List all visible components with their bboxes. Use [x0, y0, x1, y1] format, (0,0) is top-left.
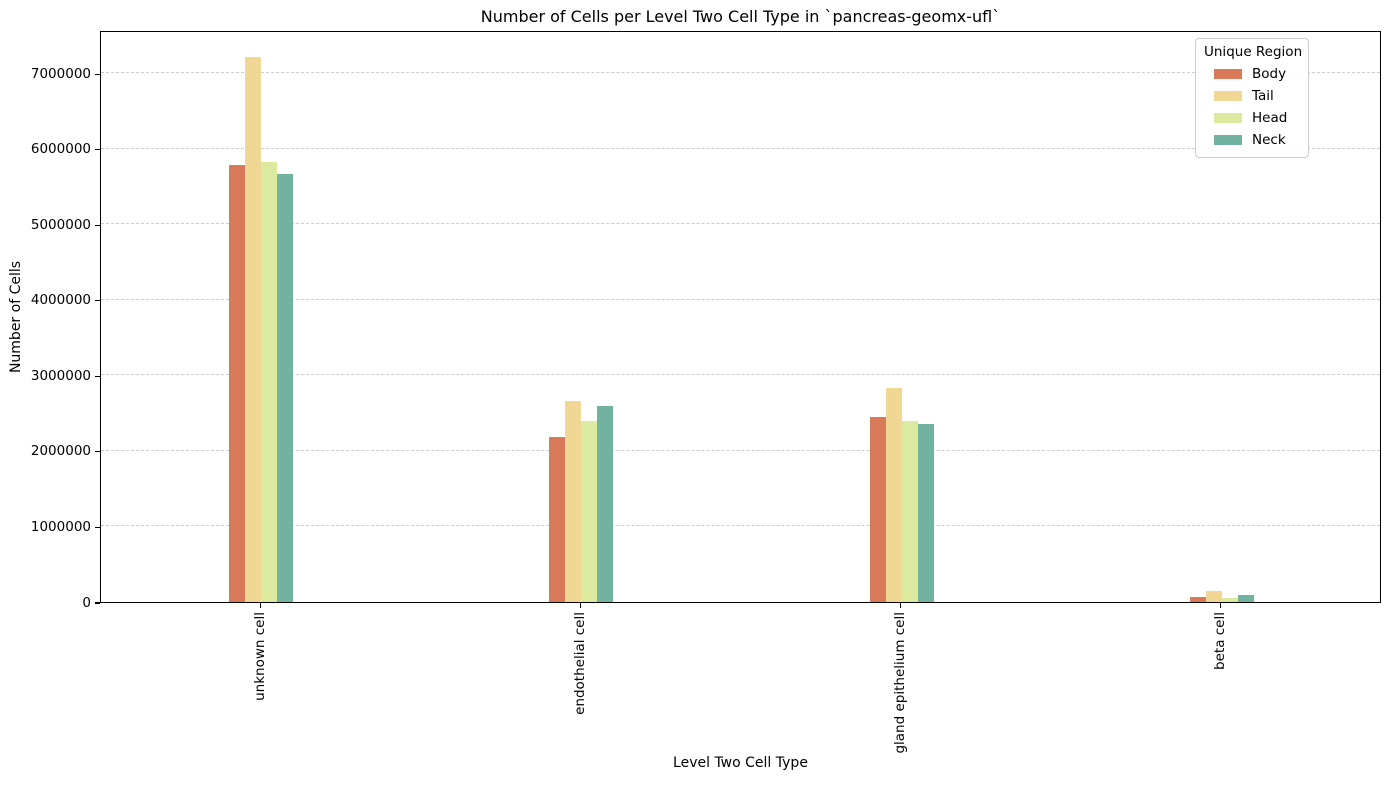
- bar-endothelial-cell-body: [549, 437, 566, 602]
- gridline-2000000: [101, 449, 1380, 451]
- y-tick-mark: [95, 602, 100, 604]
- x-tick-label-endothelial-cell: endothelial cell: [571, 612, 588, 715]
- bar-beta-cell-neck: [1237, 595, 1254, 602]
- y-tick-mark: [95, 224, 100, 226]
- x-tick-label-beta-cell: beta cell: [1212, 612, 1229, 670]
- y-tick-mark: [95, 73, 100, 75]
- bar-beta-cell-head: [1221, 598, 1238, 602]
- y-tick-mark: [95, 300, 100, 302]
- gridline-3000000: [101, 374, 1380, 376]
- bar-gland-epithelium-cell-tail: [885, 388, 902, 602]
- bar-endothelial-cell-tail: [565, 401, 582, 602]
- gridline-6000000: [101, 147, 1380, 149]
- legend-swatch-tail: [1214, 91, 1242, 101]
- gridline-5000000: [101, 223, 1380, 225]
- plot-area: [100, 31, 1381, 603]
- legend-item-head: Head: [1204, 107, 1300, 129]
- gridline-7000000: [101, 72, 1380, 74]
- y-tick-mark: [95, 149, 100, 151]
- y-tick-label: 3000000: [30, 367, 91, 384]
- y-tick-label: 0: [82, 594, 91, 611]
- bar-unknown-cell-neck: [277, 174, 294, 602]
- legend-swatch-head: [1214, 113, 1242, 123]
- gridline-1000000: [101, 525, 1380, 527]
- legend-item-tail: Tail: [1204, 85, 1300, 107]
- y-axis-label: Number of Cells: [8, 260, 24, 374]
- legend: Unique Region Body Tail Head Neck: [1195, 38, 1309, 158]
- bar-unknown-cell-body: [229, 164, 246, 602]
- legend-label: Neck: [1252, 132, 1286, 148]
- x-axis-label: Level Two Cell Type: [673, 755, 808, 771]
- x-tick-mark: [900, 603, 902, 608]
- bar-unknown-cell-head: [261, 161, 278, 602]
- legend-title: Unique Region: [1204, 44, 1303, 60]
- y-tick-label: 4000000: [30, 292, 91, 309]
- y-tick-label: 7000000: [30, 65, 91, 82]
- legend-label: Body: [1252, 66, 1287, 82]
- bar-beta-cell-body: [1189, 596, 1206, 602]
- legend-label: Tail: [1252, 88, 1274, 104]
- bar-unknown-cell-tail: [245, 57, 262, 602]
- y-tick-label: 2000000: [30, 443, 91, 460]
- x-tick-mark: [259, 603, 261, 608]
- legend-swatch-body: [1214, 69, 1242, 79]
- bar-endothelial-cell-head: [581, 421, 598, 602]
- y-tick-mark: [95, 451, 100, 453]
- bar-gland-epithelium-cell-head: [901, 420, 918, 602]
- x-tick-mark: [579, 603, 581, 608]
- y-tick-mark: [95, 526, 100, 528]
- y-tick-label: 6000000: [30, 141, 91, 158]
- y-tick-label: 1000000: [30, 518, 91, 535]
- legend-swatch-neck: [1214, 135, 1242, 145]
- x-tick-label-gland-epithelium-cell: gland epithelium cell: [892, 612, 909, 754]
- bar-gland-epithelium-cell-neck: [917, 424, 934, 602]
- bar-beta-cell-tail: [1205, 591, 1222, 602]
- legend-item-neck: Neck: [1204, 129, 1300, 151]
- chart-title: Number of Cells per Level Two Cell Type …: [480, 7, 1001, 26]
- legend-items: Body Tail Head Neck: [1204, 63, 1300, 151]
- legend-label: Head: [1252, 110, 1288, 126]
- gridline-4000000: [101, 298, 1380, 300]
- x-tick-mark: [1220, 603, 1222, 608]
- bar-gland-epithelium-cell-body: [869, 416, 886, 602]
- y-tick-mark: [95, 375, 100, 377]
- y-tick-label: 5000000: [30, 216, 91, 233]
- legend-item-body: Body: [1204, 63, 1300, 85]
- bar-endothelial-cell-neck: [597, 405, 614, 602]
- x-tick-label-unknown-cell: unknown cell: [251, 612, 268, 701]
